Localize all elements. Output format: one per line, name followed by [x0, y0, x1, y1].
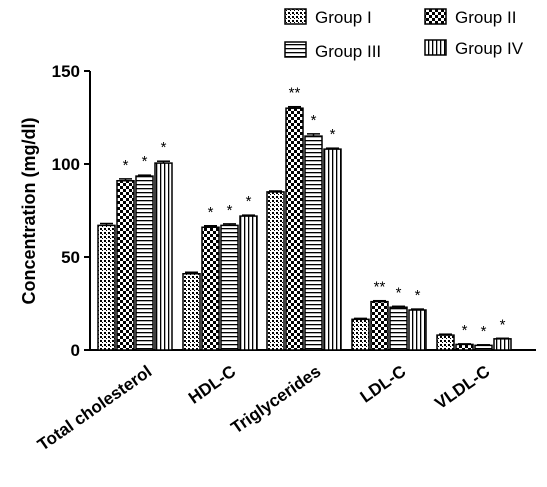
x-tick-labels: Total cholesterol HDL-C Triglycerides LD…: [34, 362, 493, 455]
legend-swatch-group-ii: [424, 8, 447, 25]
y-tick-label-50: 50: [61, 248, 80, 267]
bar-vldl-c-group-i: [436, 334, 455, 351]
legend-label-group-iv: Group IV: [455, 39, 524, 58]
x-tick-label-triglycerides: Triglycerides: [227, 362, 324, 438]
significance-mark-total-cholesterol-group-ii: *: [123, 157, 129, 174]
significance-mark-vldl-c-group-iv: *: [500, 316, 506, 333]
bar-vldl-c-group-iv: [493, 338, 512, 351]
legend-item-group-i: Group I: [284, 8, 372, 27]
bar-triglycerides-group-ii: [285, 107, 304, 351]
bar-total-cholesterol-group-iii: [135, 175, 154, 351]
significance-mark-total-cholesterol-group-iv: *: [161, 139, 167, 156]
x-tick-label-vldl-c: VLDL-C: [431, 362, 493, 413]
bar-total-cholesterol-group-iv: [154, 162, 173, 351]
legend-label-group-i: Group I: [315, 8, 372, 27]
significance-mark-ldl-c-group-iii: *: [396, 284, 402, 301]
bar-total-cholesterol-group-i: [97, 224, 116, 351]
legend-swatch-group-i: [284, 8, 307, 25]
significance-mark-ldl-c-group-iv: *: [415, 287, 421, 304]
x-tick-label-hdl-c: HDL-C: [185, 362, 239, 408]
bar-ldl-c-group-iv: [408, 309, 427, 351]
legend: Group I Group II Group III Group IV: [284, 8, 524, 61]
bar-ldl-c-group-iii: [389, 306, 408, 351]
significance-mark-hdl-c-group-iii: *: [227, 202, 233, 219]
x-tick-label-total-cholesterol: Total cholesterol: [34, 362, 155, 455]
significance-mark-triglycerides-group-ii: **: [289, 85, 301, 102]
legend-label-group-ii: Group II: [455, 8, 516, 27]
significance-mark-triglycerides-group-iv: *: [330, 126, 336, 143]
bar-hdl-c-group-i: [182, 272, 201, 351]
significance-mark-triglycerides-group-iii: *: [311, 112, 317, 129]
y-ticks: 0 50 100 150: [52, 62, 90, 360]
bar-triglycerides-group-i: [266, 191, 285, 351]
bar-ldl-c-group-i: [351, 318, 370, 351]
legend-item-group-iii: Group III: [284, 41, 381, 61]
significance-mark-vldl-c-group-iii: *: [481, 323, 487, 340]
bars-group: * *** ******** * ** * *: [97, 85, 512, 351]
bar-vldl-c-group-ii: [455, 343, 474, 351]
bar-total-cholesterol-group-ii: [116, 179, 135, 351]
bar-hdl-c-group-ii: [201, 226, 220, 351]
bar-vldl-c-group-iii: [474, 344, 493, 351]
bar-ldl-c-group-ii: [370, 300, 389, 351]
significance-mark-ldl-c-group-ii: **: [374, 279, 386, 296]
legend-item-group-iv: Group IV: [424, 39, 524, 58]
significance-mark-vldl-c-group-ii: *: [462, 322, 468, 339]
significance-mark-total-cholesterol-group-iii: *: [142, 153, 148, 170]
x-tick-label-ldl-c: LDL-C: [357, 362, 410, 407]
legend-swatch-group-iv: [424, 39, 447, 56]
significance-mark-hdl-c-group-ii: *: [208, 204, 214, 221]
legend-label-group-iii: Group III: [315, 42, 381, 61]
y-tick-label-0: 0: [71, 341, 80, 360]
y-axis-title: Concentration (mg/dl): [19, 118, 39, 305]
significance-mark-hdl-c-group-iv: *: [246, 193, 252, 210]
bar-hdl-c-group-iv: [239, 215, 258, 351]
bar-triglycerides-group-iii: [304, 135, 323, 351]
bar-triglycerides-group-iv: [323, 148, 342, 351]
y-tick-label-100: 100: [52, 155, 80, 174]
legend-swatch-group-iii: [284, 41, 307, 58]
legend-item-group-ii: Group II: [424, 8, 516, 27]
bar-hdl-c-group-iii: [220, 224, 239, 351]
y-tick-label-150: 150: [52, 62, 80, 81]
